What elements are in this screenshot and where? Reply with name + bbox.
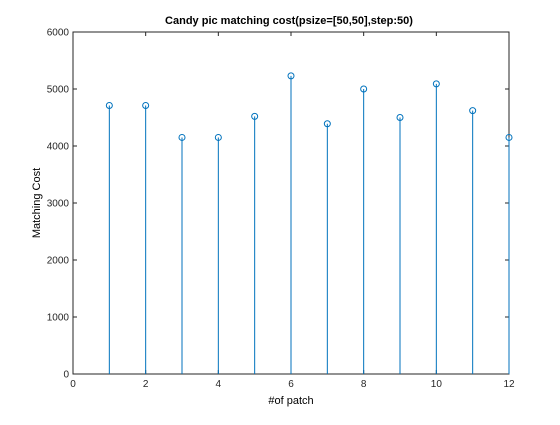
stem-marker xyxy=(178,133,186,141)
x-tick-label: 0 xyxy=(70,379,76,390)
x-tick-label: 6 xyxy=(288,379,294,390)
stem-marker xyxy=(323,120,331,128)
y-tick-label: 4000 xyxy=(47,142,70,153)
stem-series xyxy=(105,72,513,374)
x-axis-label: #of patch xyxy=(268,395,313,407)
stem-marker xyxy=(142,102,150,110)
stem-marker xyxy=(105,102,113,110)
x-tick-label: 2 xyxy=(143,379,149,390)
y-tick-label: 5000 xyxy=(47,85,70,96)
y-axis-label: Matching Cost xyxy=(31,168,43,238)
y-tick-label: 6000 xyxy=(47,28,70,39)
x-axis: 0 2 4 6 8 10 12 xyxy=(70,32,515,390)
stem-marker xyxy=(360,85,368,93)
stem-marker xyxy=(396,114,404,121)
chart-title: Candy pic matching cost(psize=[50,50],st… xyxy=(165,15,413,27)
stem-marker xyxy=(251,112,259,120)
x-tick-label: 12 xyxy=(503,379,515,390)
stem-marker xyxy=(469,107,477,115)
stem-marker xyxy=(505,133,513,141)
x-tick-label: 8 xyxy=(361,379,367,390)
stem-marker xyxy=(214,133,222,141)
y-axis: 0 1000 2000 3000 4000 5000 6000 xyxy=(47,28,509,381)
y-tick-label: 2000 xyxy=(47,256,70,267)
y-tick-label: 3000 xyxy=(47,199,70,210)
y-tick-label: 1000 xyxy=(47,313,70,324)
y-tick-label: 0 xyxy=(63,370,69,381)
x-tick-label: 10 xyxy=(431,379,443,390)
stem-marker xyxy=(287,72,295,80)
x-tick-label: 4 xyxy=(216,379,222,390)
stem-marker xyxy=(432,80,440,88)
